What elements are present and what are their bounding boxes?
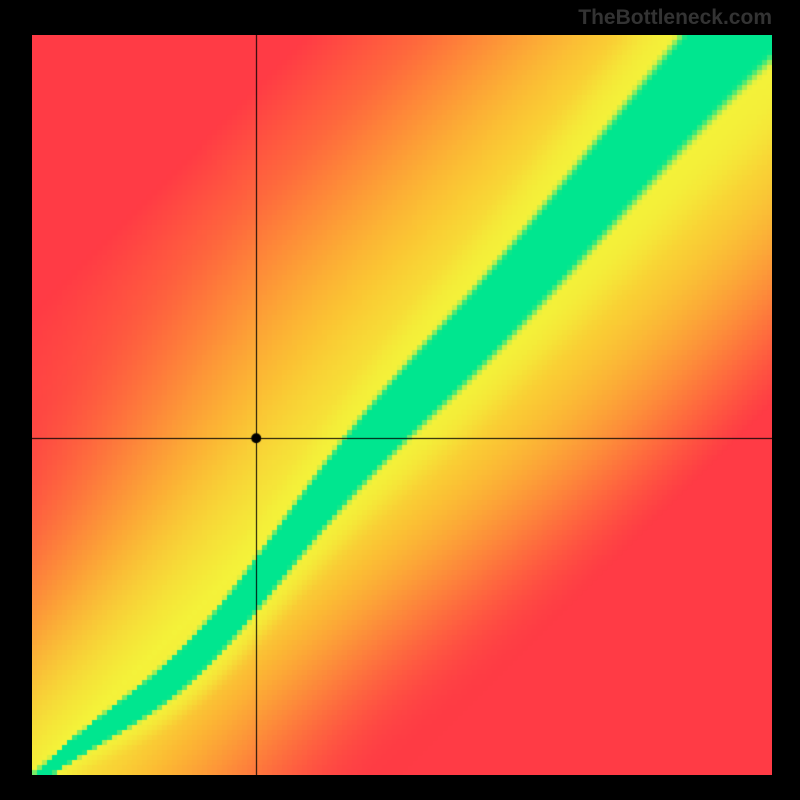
chart-container: TheBottleneck.com [0,0,800,800]
bottleneck-heatmap [32,35,772,775]
watermark-text: TheBottleneck.com [578,6,772,30]
